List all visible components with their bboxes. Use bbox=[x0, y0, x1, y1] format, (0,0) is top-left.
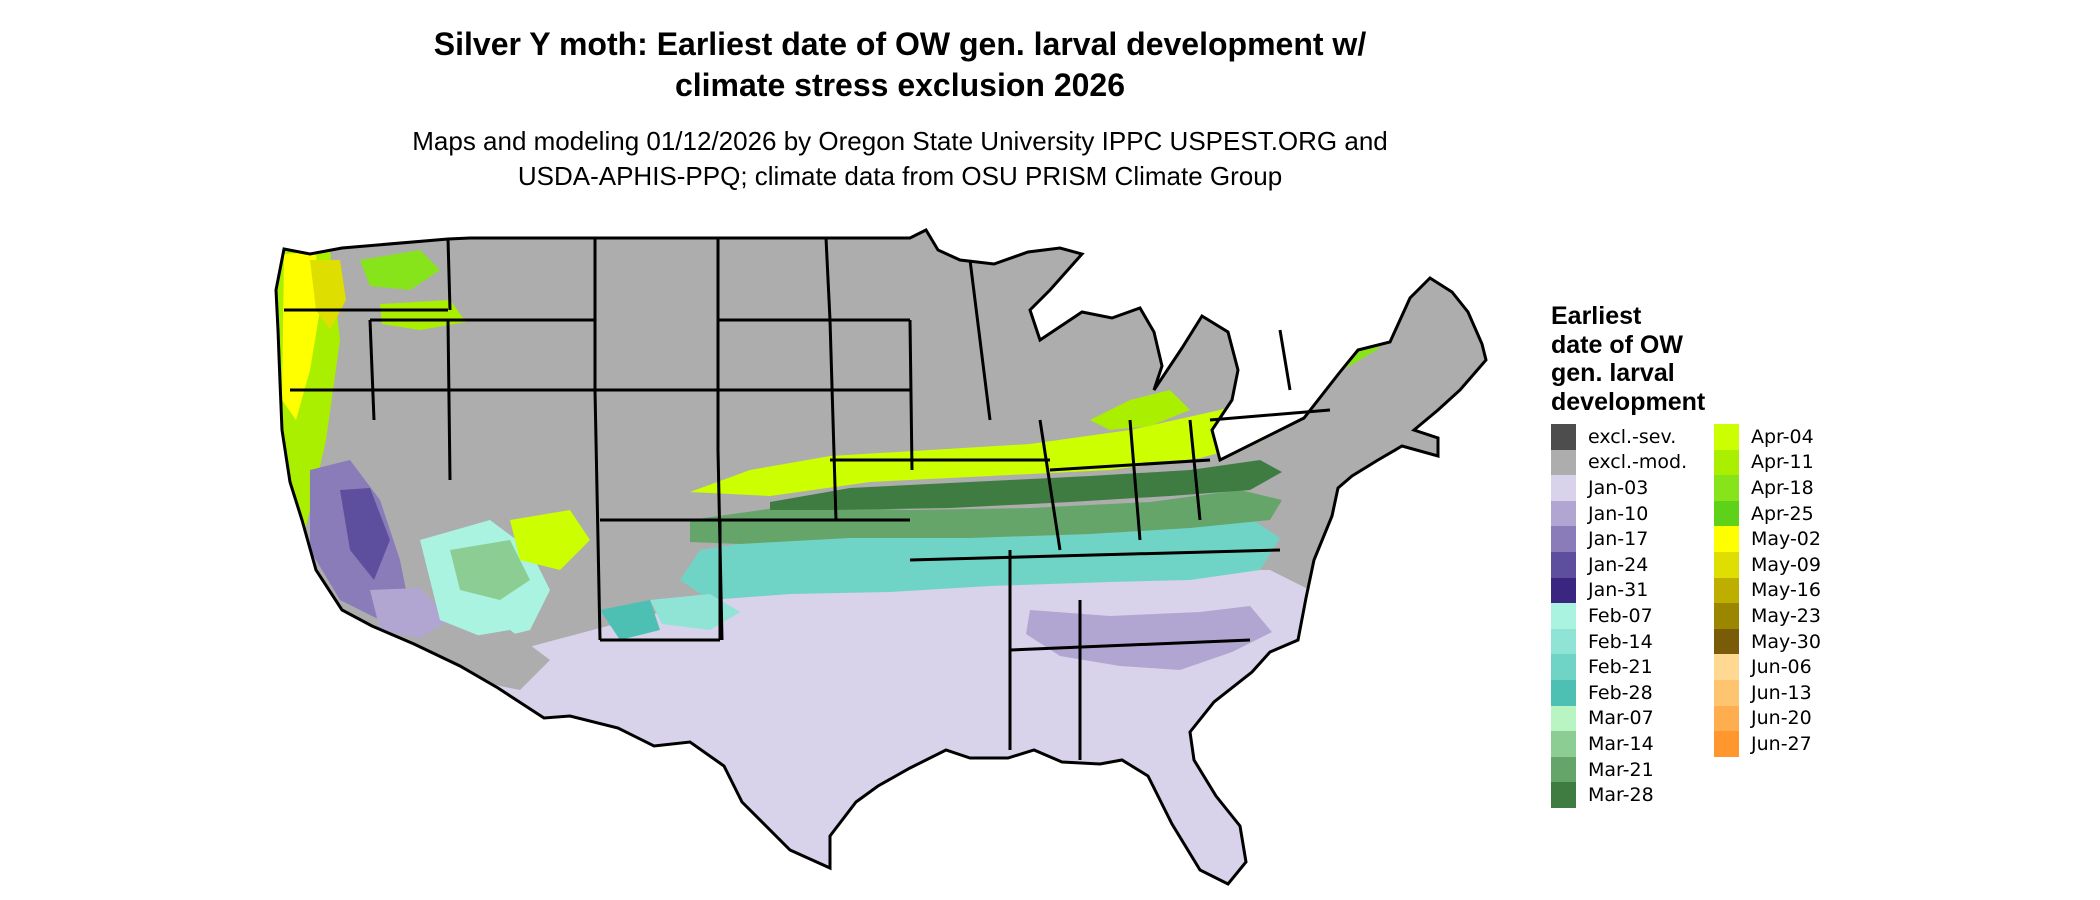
legend-column-2: Apr-04 Apr-11 Apr-18 Apr-25 May-02 May-09 May-… bbox=[1714, 424, 1821, 808]
legend-swatch bbox=[1551, 424, 1576, 450]
legend-label: Apr-04 bbox=[1751, 425, 1814, 448]
legend-label: Apr-25 bbox=[1751, 502, 1814, 525]
legend-column-1: excl.-sev. excl.-mod. Jan-03 Jan-10 Jan-17 Ja… bbox=[1551, 424, 1700, 808]
legend-item: Jun-20 bbox=[1714, 705, 1821, 732]
legend-swatch bbox=[1714, 654, 1739, 680]
legend-item: May-16 bbox=[1714, 577, 1821, 604]
legend-label: May-23 bbox=[1751, 604, 1821, 627]
legend-label: Mar-28 bbox=[1588, 784, 1654, 807]
legend-label: excl.-sev. bbox=[1588, 425, 1677, 448]
legend-label: Jun-27 bbox=[1751, 732, 1812, 755]
legend-item: May-30 bbox=[1714, 628, 1821, 655]
legend-label: Apr-18 bbox=[1751, 476, 1814, 499]
legend-item: Apr-04 bbox=[1714, 424, 1821, 450]
legend-item: Apr-25 bbox=[1714, 500, 1821, 527]
legend-label: Mar-07 bbox=[1588, 707, 1654, 730]
legend-swatch bbox=[1714, 628, 1739, 655]
legend-swatch bbox=[1551, 628, 1576, 655]
legend-swatch bbox=[1551, 603, 1576, 629]
legend-label: Feb-14 bbox=[1588, 630, 1653, 653]
legend-label: Feb-07 bbox=[1588, 604, 1653, 627]
legend-item: Feb-07 bbox=[1551, 603, 1700, 629]
legend-swatch bbox=[1551, 526, 1576, 552]
legend-swatch bbox=[1551, 705, 1576, 732]
legend-item: May-02 bbox=[1714, 526, 1821, 552]
legend-swatch bbox=[1714, 526, 1739, 552]
legend-title: Earliest date of OW gen. larval developm… bbox=[1551, 302, 1706, 416]
us-map bbox=[274, 228, 1488, 886]
legend-item: Mar-14 bbox=[1551, 731, 1700, 757]
legend-item: Mar-28 bbox=[1551, 782, 1700, 808]
legend-item: Jan-17 bbox=[1551, 526, 1700, 552]
legend-swatch bbox=[1551, 500, 1576, 527]
legend-swatch bbox=[1714, 475, 1739, 501]
legend-item: Jun-13 bbox=[1714, 679, 1821, 706]
legend-label: Jan-10 bbox=[1588, 502, 1649, 525]
legend-swatch bbox=[1551, 551, 1576, 578]
legend-label: Mar-14 bbox=[1588, 732, 1654, 755]
legend-label: May-30 bbox=[1751, 630, 1821, 653]
legend-item: Jan-31 bbox=[1551, 577, 1700, 604]
legend-swatch bbox=[1551, 731, 1576, 757]
legend-item: Jan-24 bbox=[1551, 551, 1700, 578]
legend-label: Mar-21 bbox=[1588, 758, 1654, 781]
legend-swatch bbox=[1551, 475, 1576, 501]
legend-item: Feb-14 bbox=[1551, 628, 1700, 655]
legend-label: Feb-21 bbox=[1588, 656, 1653, 679]
legend-label: May-09 bbox=[1751, 553, 1821, 576]
legend-swatch bbox=[1551, 654, 1576, 680]
legend-item: Apr-18 bbox=[1714, 475, 1821, 501]
legend-item: Mar-21 bbox=[1551, 756, 1700, 783]
legend-label: Feb-28 bbox=[1588, 681, 1653, 704]
map-title: Silver Y moth: Earliest date of OW gen. … bbox=[433, 26, 1367, 103]
legend: Earliest date of OW gen. larval developm… bbox=[1551, 302, 1821, 808]
legend-item: May-23 bbox=[1714, 603, 1821, 629]
legend-label: Jan-31 bbox=[1588, 579, 1649, 602]
legend-swatch bbox=[1714, 577, 1739, 604]
legend-label: excl.-mod. bbox=[1588, 451, 1688, 474]
legend-item: May-09 bbox=[1714, 551, 1821, 578]
map-subtitle: Maps and modeling 01/12/2026 by Oregon S… bbox=[412, 126, 1388, 191]
legend-item: Feb-21 bbox=[1551, 654, 1700, 680]
legend-item: excl.-mod. bbox=[1551, 449, 1700, 476]
legend-label: Jan-17 bbox=[1588, 528, 1649, 551]
legend-swatch bbox=[1551, 782, 1576, 808]
legend-swatch bbox=[1714, 731, 1739, 757]
legend-label: Jun-20 bbox=[1751, 707, 1812, 730]
legend-label: Jan-24 bbox=[1588, 553, 1649, 576]
legend-item: Feb-28 bbox=[1551, 679, 1700, 706]
legend-swatch bbox=[1714, 705, 1739, 732]
legend-swatch bbox=[1551, 449, 1576, 476]
legend-label: Jun-06 bbox=[1751, 656, 1812, 679]
legend-swatch bbox=[1714, 551, 1739, 578]
legend-label: Jan-03 bbox=[1588, 476, 1649, 499]
legend-label: May-02 bbox=[1751, 528, 1821, 551]
legend-swatch bbox=[1714, 449, 1739, 476]
legend-label: May-16 bbox=[1751, 579, 1821, 602]
legend-swatch bbox=[1714, 500, 1739, 527]
legend-item: excl.-sev. bbox=[1551, 424, 1700, 450]
legend-label: Apr-11 bbox=[1751, 451, 1814, 474]
legend-swatch bbox=[1714, 424, 1739, 450]
legend-item: Jan-10 bbox=[1551, 500, 1700, 527]
legend-swatch bbox=[1714, 679, 1739, 706]
legend-swatch bbox=[1551, 756, 1576, 783]
legend-item: Jun-06 bbox=[1714, 654, 1821, 680]
legend-swatch bbox=[1551, 577, 1576, 604]
legend-item: Jan-03 bbox=[1551, 475, 1700, 501]
legend-label: Jun-13 bbox=[1751, 681, 1812, 704]
legend-item: Jun-27 bbox=[1714, 731, 1821, 757]
legend-item: Apr-11 bbox=[1714, 449, 1821, 476]
legend-swatch bbox=[1714, 603, 1739, 629]
legend-item: Mar-07 bbox=[1551, 705, 1700, 732]
legend-items: excl.-sev. excl.-mod. Jan-03 Jan-10 Jan-17 Ja… bbox=[1551, 424, 1821, 808]
legend-swatch bbox=[1551, 679, 1576, 706]
